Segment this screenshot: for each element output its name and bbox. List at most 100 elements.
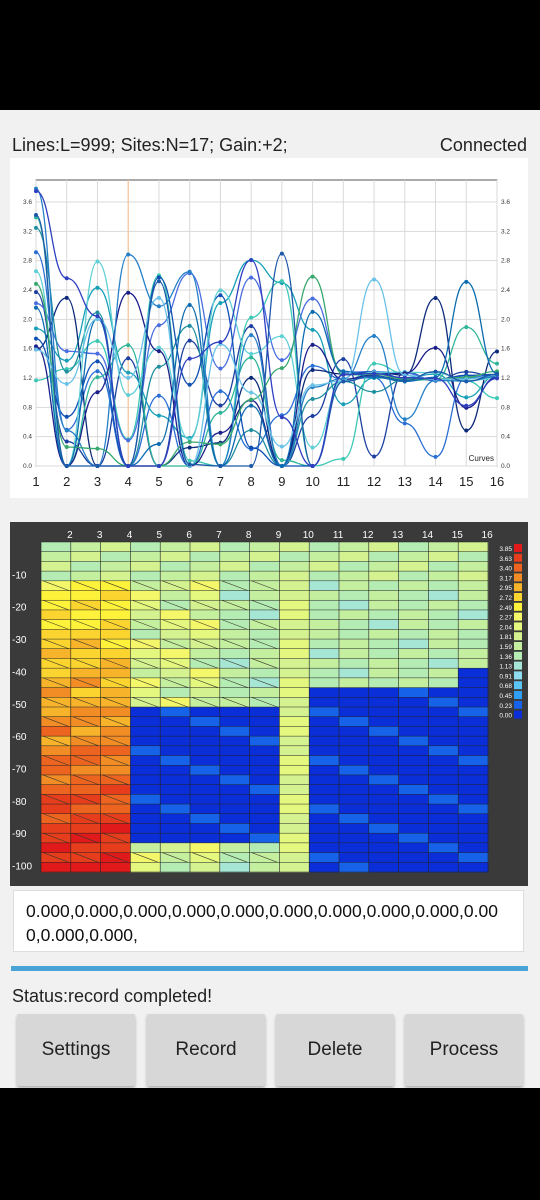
contour-cell — [190, 765, 221, 776]
x-tick-label: 7 — [216, 530, 222, 541]
contour-cell — [428, 736, 459, 747]
curve-point — [495, 396, 499, 401]
contour-cell — [219, 687, 250, 698]
contour-cell — [368, 687, 399, 698]
curves-chart[interactable]: 1 2 3 4 5 6 7 8 9 10 11 12 13 14 15 16 0.0 0.0 0.4 0.4 0.8 0.… — [10, 158, 528, 498]
curve-point — [64, 276, 69, 281]
delete-button[interactable]: Delete — [276, 1014, 394, 1086]
contour-cell — [398, 794, 429, 805]
contour-cell — [368, 765, 399, 776]
contour-cell — [458, 813, 489, 824]
contour-cell — [309, 571, 340, 582]
contour-cell — [339, 619, 370, 630]
contour-cell — [190, 542, 221, 553]
contour-line — [42, 580, 69, 591]
contour-line — [72, 832, 99, 844]
contour-line — [251, 697, 278, 708]
x-tick-label: 15 — [452, 530, 464, 541]
contour-cell — [249, 774, 280, 786]
contour-cell — [428, 784, 459, 795]
curve-point — [95, 314, 100, 319]
curve-point — [34, 378, 38, 383]
curve-point — [218, 293, 223, 298]
contour-cell — [219, 765, 250, 776]
contour-cell — [160, 804, 191, 815]
contour-cell — [458, 716, 489, 727]
contour-cell — [41, 668, 72, 679]
process-button[interactable]: Process — [405, 1014, 523, 1086]
contour-line — [102, 658, 129, 669]
y-tick-label-right: 0.4 — [501, 434, 510, 441]
contour-cell — [368, 571, 399, 582]
contour-cell — [279, 745, 310, 756]
settings-button[interactable]: Settings — [17, 1014, 135, 1086]
curve-point — [249, 428, 254, 433]
y-tick-label-left: 0.0 — [23, 463, 32, 470]
curve-point — [156, 275, 161, 280]
curve-line — [35, 214, 498, 467]
contour-cell — [160, 765, 191, 776]
contour-cell — [309, 833, 340, 844]
contour-cell — [70, 609, 101, 621]
y-tick-label-right: 2.0 — [501, 316, 510, 323]
contour-cell — [41, 629, 72, 640]
curve-point — [34, 250, 38, 255]
curve-point — [187, 445, 192, 450]
curve-point — [279, 251, 284, 256]
contour-cell — [190, 687, 221, 698]
contour-cell — [190, 726, 221, 737]
contour-cell — [309, 658, 340, 669]
contour-cell — [190, 804, 221, 815]
curve-point — [126, 438, 131, 443]
contour-cell — [130, 707, 161, 718]
contour-cell — [70, 804, 101, 815]
contour-cell — [190, 561, 221, 572]
curve-point — [249, 258, 254, 263]
contour-cell — [130, 561, 161, 572]
contour-cell — [458, 561, 489, 572]
contour-cell — [100, 707, 131, 718]
curve-point — [464, 428, 469, 433]
contour-cell — [458, 765, 489, 776]
contour-cell — [398, 590, 429, 601]
contour-cell — [41, 551, 72, 562]
contour-cell — [279, 813, 310, 824]
contour-cell — [428, 813, 459, 824]
contour-map[interactable]: 2 3 4 5 6 7 8 9 10 11 12 13 14 15 16 -10 -20 -30 -40 -50 -60… — [10, 522, 528, 886]
curve-point — [464, 379, 469, 384]
curve-point — [279, 279, 284, 284]
contour-cell — [398, 697, 429, 708]
contour-cell — [309, 784, 340, 795]
contour-cell — [130, 687, 161, 698]
curve-point — [95, 369, 100, 374]
contour-cell — [219, 813, 250, 824]
contour-cell — [428, 774, 459, 786]
x-tick-label: 5 — [157, 530, 163, 541]
scale-label: 3.85 — [499, 546, 512, 553]
contour-cell — [130, 668, 161, 679]
contour-cell — [339, 852, 370, 863]
x-tick-label: 11 — [333, 530, 344, 541]
contour-line — [42, 794, 69, 805]
curve-point — [341, 372, 346, 377]
contour-cell — [398, 842, 429, 853]
contour-line — [162, 599, 189, 611]
contour-cell — [130, 765, 161, 776]
record-button[interactable]: Record — [147, 1014, 265, 1086]
contour-cell — [398, 833, 429, 844]
contour-cell — [100, 648, 131, 659]
curve-point — [64, 381, 69, 386]
contour-cell — [339, 726, 370, 737]
x-tick-label: 10 — [303, 530, 315, 541]
contour-line — [132, 638, 159, 650]
contour-cell — [249, 842, 280, 853]
contour-cell — [279, 784, 310, 795]
x-tick-label: 12 — [362, 530, 374, 541]
curve-point — [95, 339, 100, 344]
contour-line — [191, 580, 218, 591]
contour-cell — [398, 609, 429, 621]
contour-cell — [458, 833, 489, 844]
x-tick-label: 4 — [125, 474, 132, 489]
curve-point — [156, 413, 161, 418]
contour-cell — [130, 862, 161, 873]
